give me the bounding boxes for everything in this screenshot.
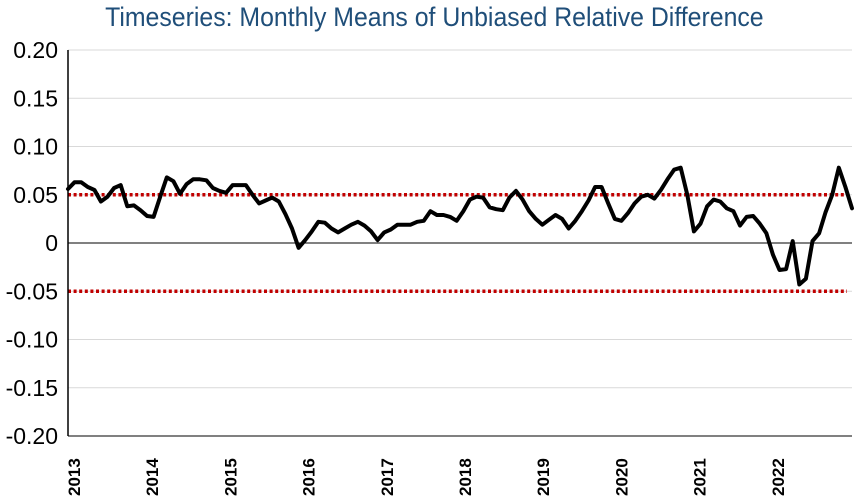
y-tick-label: -0.10: [6, 327, 58, 353]
x-tick-label: 2020: [612, 458, 631, 496]
y-tick-label: 0.10: [13, 134, 58, 160]
y-tick-label: 0: [45, 230, 58, 256]
chart-title: Timeseries: Monthly Means of Unbiased Re…: [105, 2, 764, 32]
y-tick-label: 0.20: [13, 37, 58, 63]
axes: [67, 50, 852, 437]
y-tick-label: 0.15: [13, 85, 58, 111]
y-tick-label: -0.05: [6, 278, 58, 304]
x-tick-labels: 2013 2014 2015 2016 2017 2018 2019 2020 2021 2022: [65, 458, 788, 496]
y-tick-label: -0.15: [6, 375, 58, 401]
x-tick-label: 2015: [221, 458, 240, 496]
x-tick-label: 2019: [534, 458, 553, 496]
x-tick-label: 2022: [769, 458, 788, 496]
series-line: [66, 165, 854, 287]
y-tick-label: 0.05: [13, 182, 58, 208]
x-tick-label: 2018: [456, 458, 475, 496]
x-tick-label: 2013: [65, 458, 84, 496]
x-tick-label: 2021: [691, 458, 710, 496]
y-tick-label: -0.20: [6, 423, 58, 449]
x-tick-label: 2016: [300, 458, 319, 496]
x-tick-label: 2017: [378, 458, 397, 496]
series-line-layer: [66, 165, 854, 287]
y-tick-labels: 0.20 0.15 0.10 0.05 0 -0.05 -0.10 -0.15 -0.20: [6, 37, 58, 449]
reference-lines: [68, 193, 847, 293]
x-tick-label: 2014: [143, 458, 162, 496]
